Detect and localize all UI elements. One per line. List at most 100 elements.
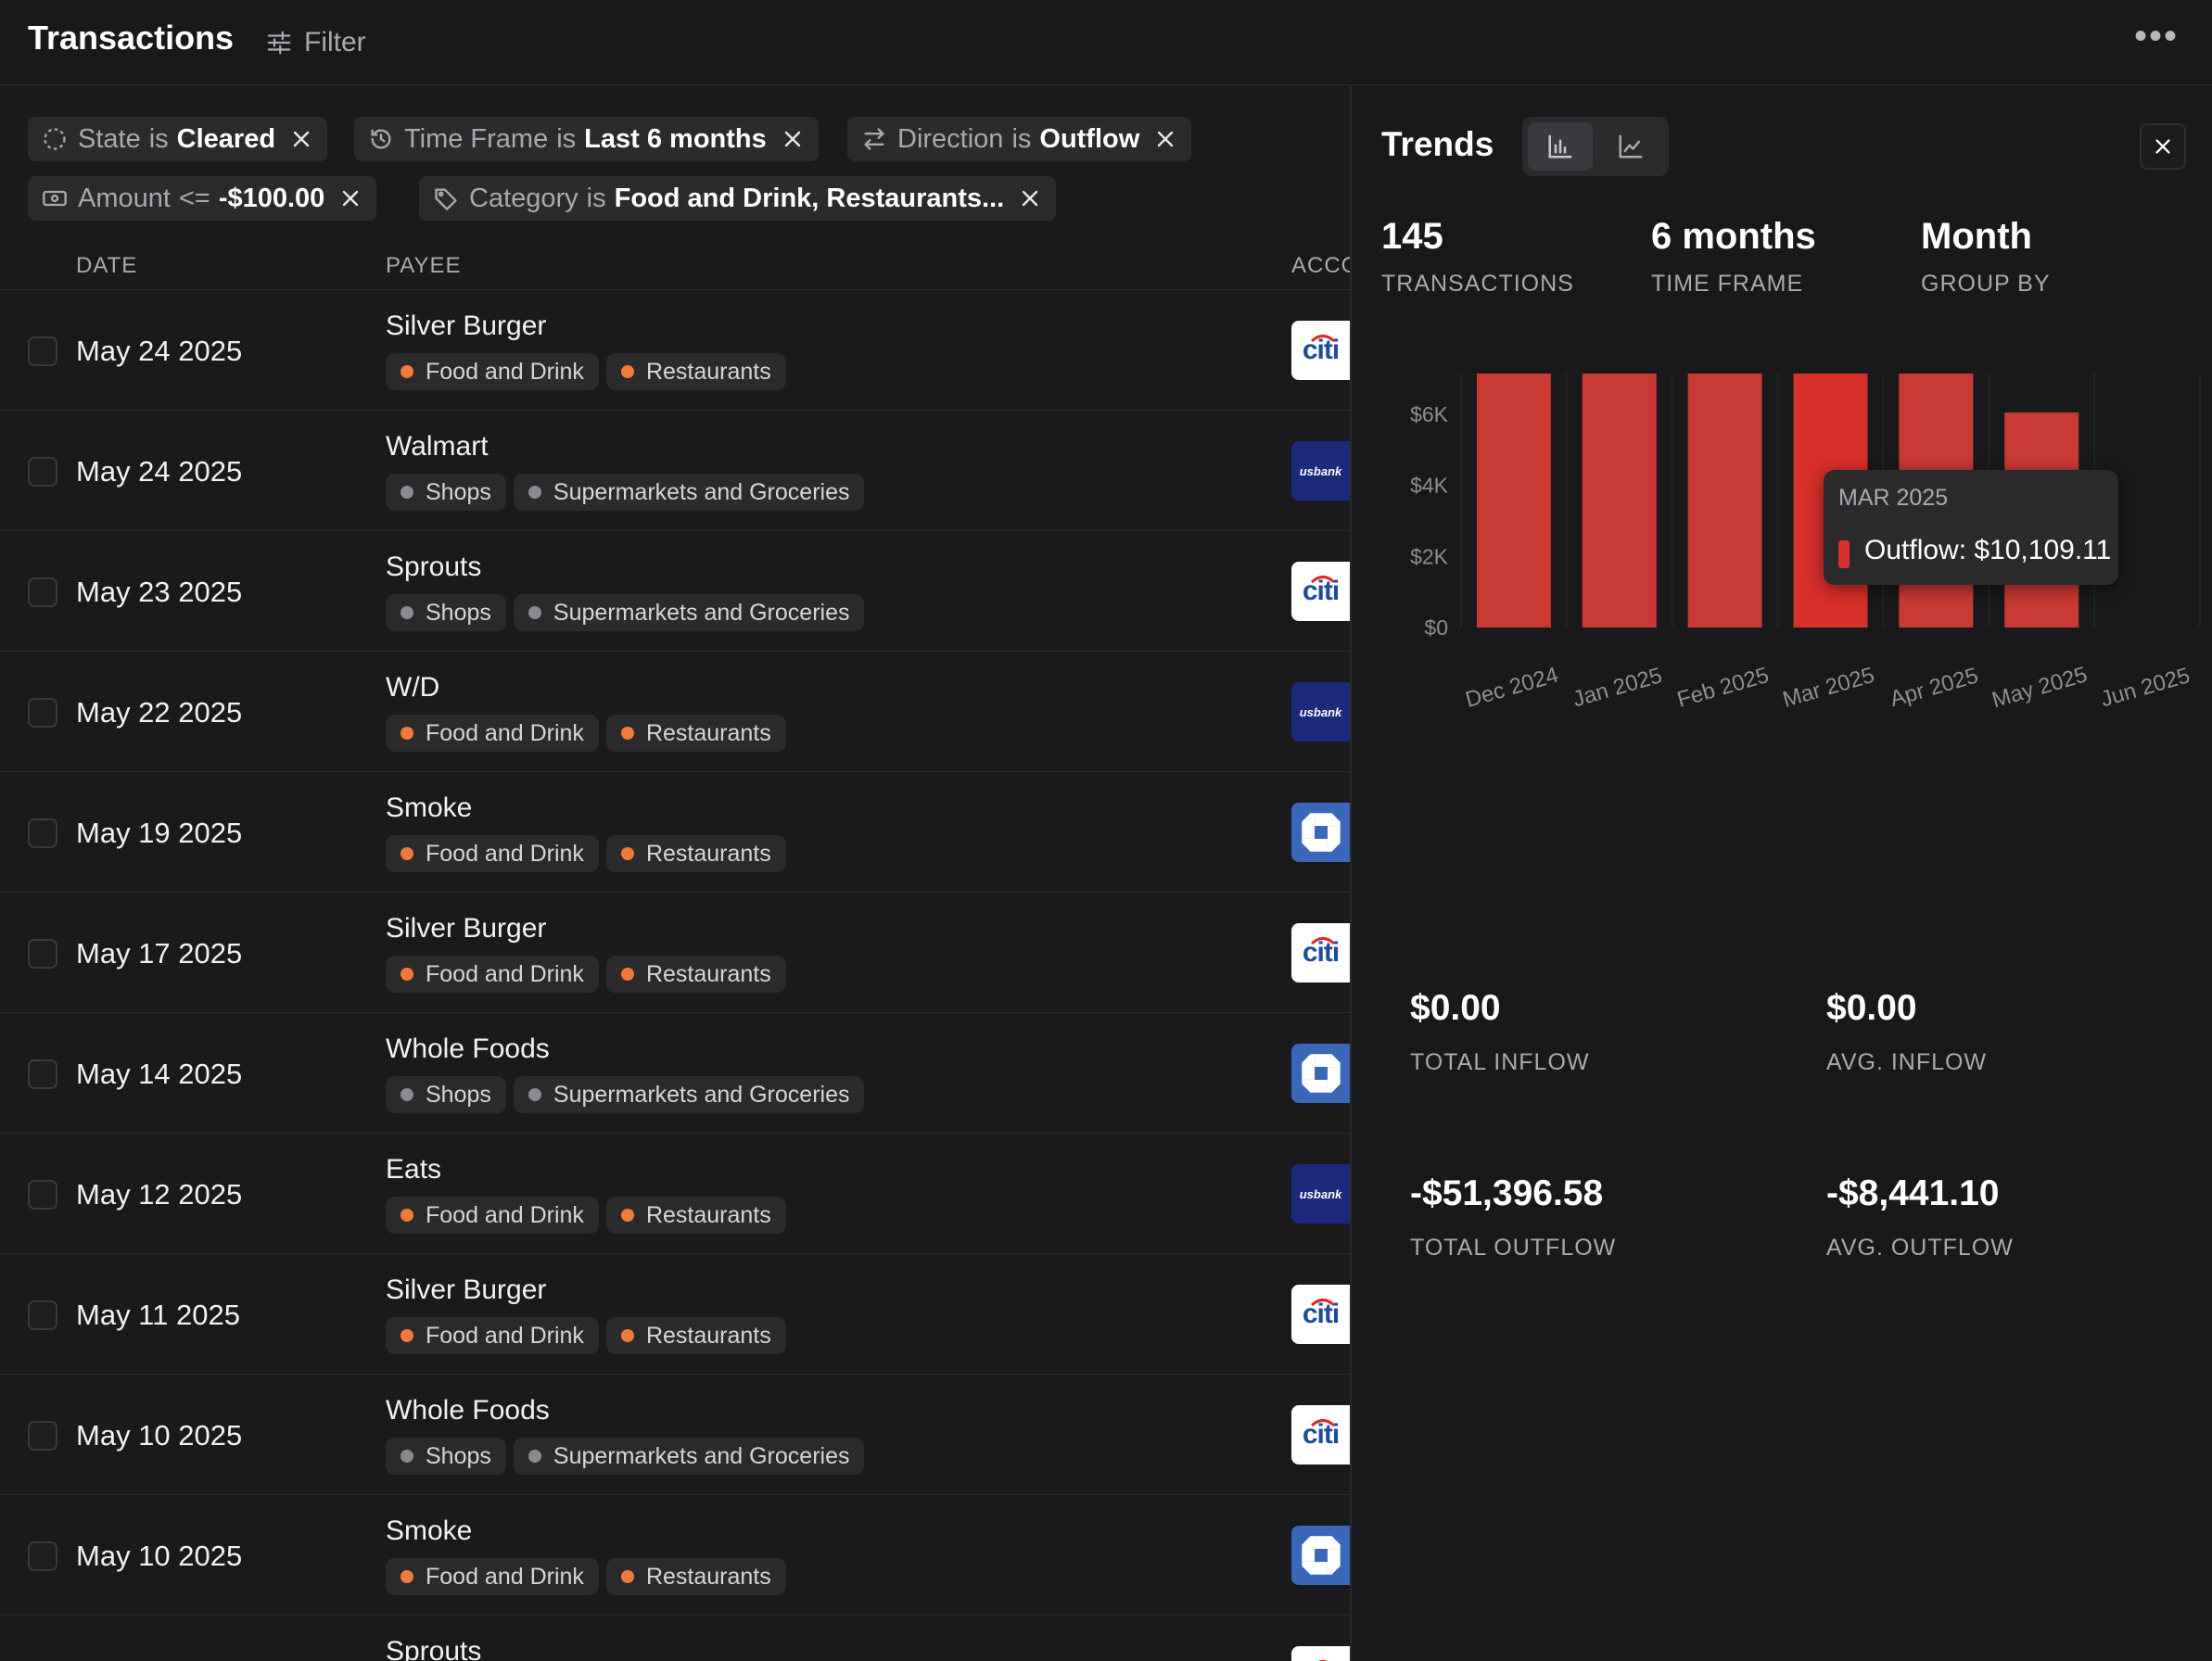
remove-filter-icon[interactable]	[1152, 126, 1178, 152]
table-row[interactable]: May 10 2025 Smoke Food and Drink Restaurant…	[0, 1495, 1350, 1616]
table-row[interactable]: May 19 2025 Smoke Food and Drink Restaurant…	[0, 772, 1350, 893]
category-tag[interactable]: Food and Drink	[386, 835, 599, 872]
row-checkbox[interactable]	[28, 698, 57, 728]
category-dot-icon	[620, 1570, 634, 1583]
account-logo-chase	[1291, 803, 1350, 862]
chart-bar[interactable]	[1687, 374, 1762, 628]
filter-chip-direction[interactable]: Direction is Outflow	[847, 117, 1192, 161]
chart-view-toggle	[1522, 117, 1669, 176]
row-checkbox[interactable]	[28, 1541, 57, 1571]
filter-chip-state[interactable]: State is Cleared	[28, 117, 328, 161]
category-dot-icon	[400, 486, 413, 499]
category-tag[interactable]: Food and Drink	[386, 715, 599, 752]
filter-chip-category[interactable]: Category is Food and Drink, Restaurants...	[419, 176, 1057, 221]
account-logo-citi: citi	[1291, 923, 1350, 983]
category-tag[interactable]: Restaurants	[605, 835, 786, 872]
category-tag[interactable]: Shops	[386, 474, 506, 511]
row-tags: Shops Supermarkets and Groceries	[386, 1076, 865, 1113]
category-tag[interactable]: Shops	[386, 594, 506, 631]
table-row[interactable]: May 12 2025 Eats Food and Drink Restaurants…	[0, 1134, 1350, 1254]
row-tags: Food and Drink Restaurants	[386, 956, 786, 993]
category-tag[interactable]: Restaurants	[605, 1197, 786, 1234]
x-tick-label: Jan 2025	[1570, 663, 1665, 712]
category-tag[interactable]: Shops	[386, 1438, 506, 1475]
chase-octagon-icon	[1301, 813, 1341, 852]
chase-octagon-icon	[1301, 1054, 1341, 1093]
category-tag[interactable]: Supermarkets and Groceries	[513, 1076, 865, 1113]
category-tag[interactable]: Food and Drink	[386, 1317, 599, 1354]
category-dot-icon	[400, 968, 413, 981]
filter-label: Filter	[304, 27, 366, 57]
page-title: Transactions	[28, 19, 235, 57]
row-checkbox[interactable]	[28, 336, 57, 366]
bar-chart-view-button[interactable]	[1528, 122, 1593, 171]
category-tag[interactable]: Food and Drink	[386, 1558, 599, 1595]
row-checkbox[interactable]	[28, 1421, 57, 1451]
filter-chip-time-frame[interactable]: Time Frame is Last 6 months	[354, 117, 819, 161]
line-chart-view-button[interactable]	[1598, 122, 1663, 171]
trends-panel: Trends 145 TRANSACTIONS 6 months TIME FR…	[1352, 86, 2212, 1661]
y-tick-label: $2K	[1410, 544, 1449, 568]
remove-filter-icon[interactable]	[288, 126, 314, 152]
row-payee: Whole Foods	[386, 1033, 550, 1064]
row-checkbox[interactable]	[28, 939, 57, 969]
chart-bar[interactable]	[1476, 374, 1551, 628]
stat-transactions: 145 TRANSACTIONS	[1381, 216, 1574, 297]
category-tag[interactable]: Food and Drink	[386, 353, 599, 390]
citi-arc-icon	[1310, 335, 1336, 342]
category-tag[interactable]: Supermarkets and Groceries	[513, 474, 865, 511]
line-chart-icon	[1619, 134, 1643, 158]
row-checkbox[interactable]	[28, 577, 57, 607]
table-row[interactable]: May 22 2025 W/D Food and Drink Restaurants u…	[0, 652, 1350, 772]
column-header-payee[interactable]: PAYEE	[386, 253, 462, 278]
remove-filter-icon[interactable]	[780, 126, 806, 152]
summary-avg-inflow: $0.00 AVG. INFLOW	[1826, 988, 1988, 1075]
row-date: May 14 2025	[76, 1058, 243, 1090]
row-checkbox[interactable]	[28, 1180, 57, 1210]
category-tag[interactable]: Restaurants	[605, 353, 786, 390]
row-checkbox[interactable]	[28, 457, 57, 487]
column-header-account[interactable]: ACCOUNT	[1291, 253, 1350, 278]
account-logo-usbank: usbank	[1291, 1164, 1350, 1224]
category-tag[interactable]: Supermarkets and Groceries	[513, 1438, 865, 1475]
remove-filter-icon[interactable]	[1017, 185, 1043, 211]
table-row[interactable]: May 24 2025 Walmart Shops Supermarkets and …	[0, 411, 1350, 531]
column-header-date[interactable]: DATE	[76, 253, 138, 278]
more-options-button[interactable]: •••	[2133, 16, 2179, 57]
filter-button[interactable]: Filter	[265, 22, 366, 63]
filter-chip-amount[interactable]: Amount <= -$100.00	[28, 176, 377, 221]
row-payee: Silver Burger	[386, 913, 547, 944]
remove-filter-icon[interactable]	[337, 185, 363, 211]
category-tag[interactable]: Restaurants	[605, 956, 786, 993]
row-date: May 22 2025	[76, 696, 243, 729]
table-row[interactable]: May 11 2025 Silver Burger Food and Drink Re…	[0, 1254, 1350, 1375]
row-checkbox[interactable]	[28, 1059, 57, 1089]
chart-bar[interactable]	[1582, 374, 1657, 628]
tooltip-swatch	[1838, 540, 1850, 568]
category-tag[interactable]: Supermarkets and Groceries	[513, 594, 865, 631]
category-dot-icon	[528, 606, 541, 619]
row-checkbox[interactable]	[28, 1300, 57, 1330]
category-tag[interactable]: Restaurants	[605, 715, 786, 752]
row-checkbox[interactable]	[28, 818, 57, 848]
x-tick-label: May 2025	[1990, 662, 2091, 713]
category-dot-icon	[620, 727, 634, 740]
table-row[interactable]: May 24 2025 Silver Burger Food and Drink Re…	[0, 290, 1350, 411]
row-date: May 10 2025	[76, 1419, 243, 1452]
row-payee: Silver Burger	[386, 311, 547, 341]
category-tag[interactable]: Shops	[386, 1076, 506, 1113]
table-row[interactable]: May 14 2025 Whole Foods Shops Supermarkets …	[0, 1013, 1350, 1134]
table-row[interactable]: May 10 2025 Whole Foods Shops Supermarkets …	[0, 1375, 1350, 1495]
table-row[interactable]: May 17 2025 Silver Burger Food and Drink Re…	[0, 893, 1350, 1013]
table-row[interactable]: May 23 2025 Sprouts Shops Supermarkets and …	[0, 531, 1350, 652]
category-tag[interactable]: Restaurants	[605, 1558, 786, 1595]
row-tags: Shops Supermarkets and Groceries	[386, 474, 865, 511]
category-tag[interactable]: Food and Drink	[386, 956, 599, 993]
close-icon	[2155, 139, 2170, 154]
x-tick-label: Mar 2025	[1780, 663, 1877, 713]
category-tag[interactable]: Restaurants	[605, 1317, 786, 1354]
category-tag[interactable]: Food and Drink	[386, 1197, 599, 1234]
close-trends-button[interactable]	[2140, 123, 2186, 170]
table-row[interactable]: Sprouts citi	[0, 1616, 1350, 1661]
account-logo-citi: citi	[1291, 1646, 1350, 1661]
